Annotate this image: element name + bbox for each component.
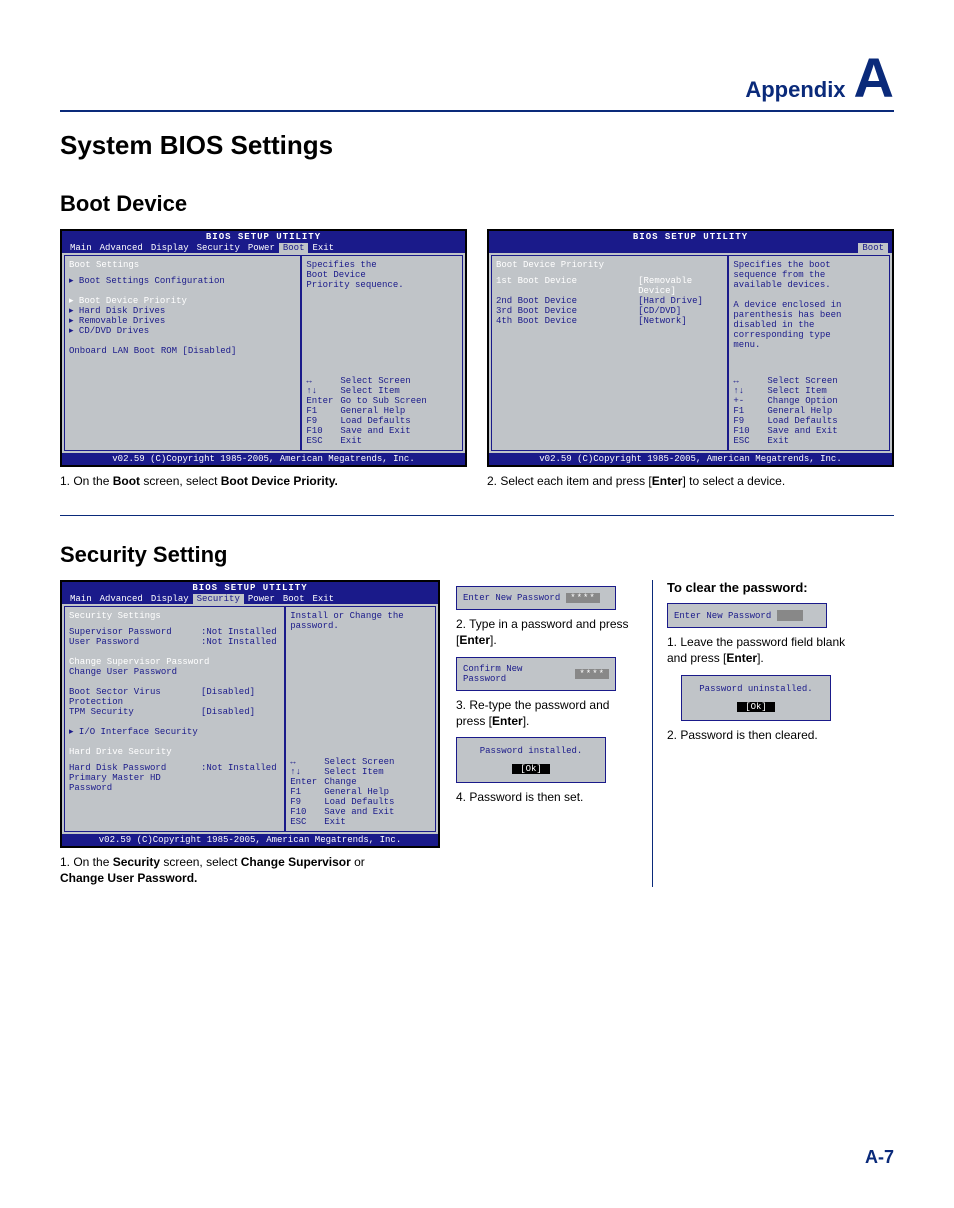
- key-legend: ↔Select Screen ↑↓Select Item EnterGo to …: [306, 376, 458, 446]
- confirm-password-box: Confirm New Password ****: [456, 657, 616, 691]
- blank-mask: [777, 610, 803, 621]
- security-caption-1: 1. On the Security screen, select Change…: [60, 854, 440, 886]
- bios-left-pane: Boot Device Priority 1st Boot Device[Rem…: [491, 255, 728, 451]
- divider: [60, 515, 894, 516]
- clear-password-heading: To clear the password:: [667, 580, 852, 595]
- item: ▸ Hard Disk Drives: [69, 306, 296, 316]
- bios-menu: Main Advanced Display Security Power Boo…: [62, 243, 465, 253]
- step-2: 2. Type in a password and press [Enter].: [456, 616, 636, 648]
- menu-security: Security: [193, 243, 244, 253]
- item: ▸ Boot Settings Configuration: [69, 276, 296, 286]
- installed-text: Password installed.: [465, 746, 597, 756]
- help-text: Specifies the boot sequence from the ava…: [733, 260, 885, 350]
- menu-advanced: Advanced: [96, 594, 147, 604]
- help-text: Specifies the Boot Device Priority seque…: [306, 260, 458, 290]
- menu-power: Power: [244, 594, 279, 604]
- key-legend: ↔Select Screen ↑↓Select Item EnterChange…: [290, 757, 431, 827]
- clear-step-1: 1. Leave the password field blank and pr…: [667, 634, 852, 666]
- item: ▸ Removable Drives: [69, 316, 296, 326]
- enter-password-label: Enter New Password: [674, 611, 771, 621]
- step-3: 3. Re-type the password and press [Enter…: [456, 697, 636, 729]
- menu-display: Display: [147, 594, 193, 604]
- bios-footer: v02.59 (C)Copyright 1985-2005, American …: [62, 834, 438, 846]
- bios-title: BIOS SETUP UTILITY: [62, 231, 465, 243]
- bios-right-pane: Install or Change the password. ↔Select …: [285, 606, 436, 832]
- menu-power: Power: [244, 243, 279, 253]
- step-4: 4. Password is then set.: [456, 789, 636, 805]
- bios-menu: Boot: [489, 243, 892, 253]
- password-clear-steps: To clear the password: Enter New Passwor…: [652, 580, 852, 886]
- page-number: A-7: [60, 1147, 894, 1168]
- caption-1: 1. On the Boot screen, select Boot Devic…: [60, 473, 467, 489]
- enter-password-box: Enter New Password ****: [456, 586, 616, 610]
- item-boot-device-priority: ▸ Boot Device Priority: [69, 296, 296, 306]
- menu-exit: Exit: [308, 594, 338, 604]
- uninstalled-text: Password uninstalled.: [690, 684, 822, 694]
- item-lan-rom: Onboard LAN Boot ROM [Disabled]: [69, 346, 296, 356]
- help-text: Install or Change the password.: [290, 611, 431, 631]
- password-mask: ****: [575, 669, 609, 679]
- change-user: Change User Password: [69, 667, 280, 677]
- appendix-letter: A: [854, 50, 894, 106]
- left-header: Security Settings: [69, 611, 280, 621]
- bios-menu: Main Advanced Display Security Power Boo…: [62, 594, 438, 604]
- page-header: Appendix A: [60, 50, 894, 106]
- bios-boot-settings: BIOS SETUP UTILITY Main Advanced Display…: [60, 229, 467, 467]
- change-supervisor: Change Supervisor Password: [69, 657, 280, 667]
- hd-header: Hard Drive Security: [69, 747, 280, 757]
- menu-boot: Boot: [279, 594, 309, 604]
- page-title: System BIOS Settings: [60, 130, 894, 161]
- bios-right-pane: Specifies the Boot Device Priority seque…: [301, 255, 463, 451]
- ok-button: [Ok]: [512, 764, 550, 774]
- bios-left-pane: Security Settings Supervisor Password:No…: [64, 606, 285, 832]
- appendix-label: Appendix: [745, 77, 845, 103]
- password-set-steps: Enter New Password **** 2. Type in a pas…: [456, 580, 636, 886]
- password-uninstalled-box: Password uninstalled. [Ok]: [681, 675, 831, 721]
- menu-exit: Exit: [308, 243, 338, 253]
- menu-main: Main: [66, 594, 96, 604]
- menu-main: Main: [66, 243, 96, 253]
- left-header: Boot Settings: [69, 260, 296, 270]
- key-legend: ↔Select Screen ↑↓Select Item +-Change Op…: [733, 376, 885, 446]
- menu-display: Display: [147, 243, 193, 253]
- ok-button: [Ok]: [737, 702, 775, 712]
- bios-right-pane: Specifies the boot sequence from the ava…: [728, 255, 890, 451]
- io-security: ▸ I/O Interface Security: [69, 727, 280, 737]
- confirm-password-label: Confirm New Password: [463, 664, 569, 684]
- bios-boot-priority: BIOS SETUP UTILITY Boot Boot Device Prio…: [487, 229, 894, 467]
- bios-footer: v02.59 (C)Copyright 1985-2005, American …: [62, 453, 465, 465]
- security-heading: Security Setting: [60, 542, 894, 568]
- menu-boot: Boot: [279, 243, 309, 253]
- password-installed-box: Password installed. [Ok]: [456, 737, 606, 783]
- bios-left-pane: Boot Settings ▸ Boot Settings Configurat…: [64, 255, 301, 451]
- menu-advanced: Advanced: [96, 243, 147, 253]
- enter-password-blank-box: Enter New Password: [667, 603, 827, 628]
- left-header: Boot Device Priority: [496, 260, 723, 270]
- clear-step-2: 2. Password is then cleared.: [667, 727, 852, 743]
- item: ▸ CD/DVD Drives: [69, 326, 296, 336]
- bios-security: BIOS SETUP UTILITY Main Advanced Display…: [60, 580, 440, 848]
- menu-security: Security: [193, 594, 244, 604]
- menu-boot: Boot: [858, 243, 888, 253]
- header-rule: [60, 110, 894, 112]
- enter-password-label: Enter New Password: [463, 593, 560, 603]
- bios-footer: v02.59 (C)Copyright 1985-2005, American …: [489, 453, 892, 465]
- boot-device-heading: Boot Device: [60, 191, 894, 217]
- bios-title: BIOS SETUP UTILITY: [62, 582, 438, 594]
- caption-2: 2. Select each item and press [Enter] to…: [487, 473, 894, 489]
- password-mask: ****: [566, 593, 600, 603]
- bios-title: BIOS SETUP UTILITY: [489, 231, 892, 243]
